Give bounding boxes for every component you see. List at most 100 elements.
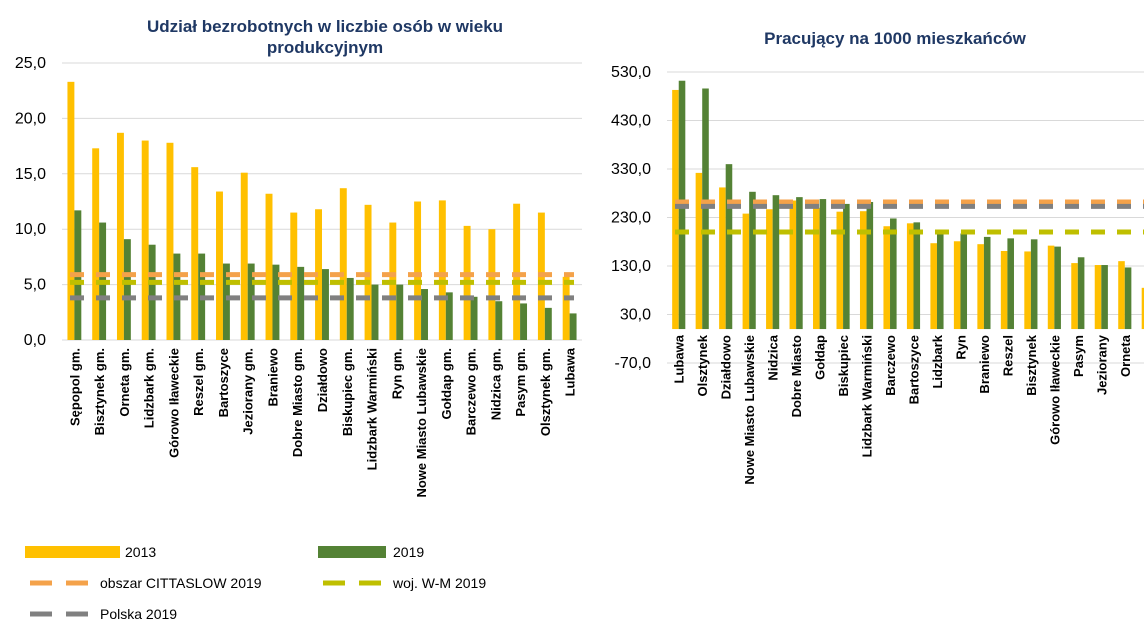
x-tick-label: Górowo Iławeckie xyxy=(1047,335,1062,445)
bar xyxy=(859,211,867,330)
y-tick-label: 10,0 xyxy=(15,221,46,238)
bar xyxy=(749,191,756,330)
bar xyxy=(520,303,528,340)
bar xyxy=(265,193,273,340)
bar xyxy=(562,276,570,340)
bar xyxy=(819,199,827,330)
bar xyxy=(116,132,124,340)
x-tick-label: Bartoszyce xyxy=(907,335,922,404)
bar xyxy=(544,307,552,340)
bar xyxy=(1007,238,1014,330)
bar xyxy=(166,142,174,340)
x-tick-label: Ryn xyxy=(953,335,968,360)
x-tick-label: Działdowo xyxy=(719,335,734,399)
bar xyxy=(796,197,803,330)
legend-label: obszar CITTASLOW 2019 xyxy=(100,575,262,591)
bar xyxy=(272,264,280,340)
x-tick-label: Działdowo xyxy=(315,348,330,412)
x-tick-label: Barczewo gm. xyxy=(464,348,479,435)
chart-title: Pracujący na 1000 mieszkańców xyxy=(764,29,1026,48)
bar xyxy=(1030,239,1038,330)
x-tick-label: Lubawa xyxy=(563,347,578,396)
bar xyxy=(742,213,750,330)
x-tick-label: Pasym gm. xyxy=(513,348,528,417)
bar xyxy=(695,172,703,330)
x-tick-label: Nowe Miasto Lubawskie xyxy=(742,335,757,485)
legend-label: 2019 xyxy=(393,544,424,560)
bar xyxy=(421,289,428,340)
bar xyxy=(953,241,961,330)
bar xyxy=(315,209,322,340)
bar xyxy=(1054,246,1061,330)
bar xyxy=(141,140,149,340)
legend-label: 2013 xyxy=(125,544,156,560)
x-tick-label: Bartoszyce xyxy=(216,348,231,417)
bar xyxy=(883,226,891,330)
bar xyxy=(297,266,305,340)
x-tick-label: Lidzbark gm. xyxy=(142,348,157,428)
y-tick-label: 430,0 xyxy=(611,113,651,130)
x-tick-label: Dobre Miasto xyxy=(789,335,804,417)
bar xyxy=(1141,287,1144,330)
bar xyxy=(445,292,453,340)
x-tick-label: Biskupiec xyxy=(836,335,851,396)
y-tick-label: -70,0 xyxy=(615,355,652,372)
bar xyxy=(371,284,379,340)
x-tick-label: Pasym xyxy=(1071,335,1086,377)
x-tick-label: Dobre Miasto gm. xyxy=(290,348,305,457)
legend-label: woj. W-M 2019 xyxy=(392,575,486,591)
bar xyxy=(569,313,577,340)
bar xyxy=(191,167,199,340)
bar xyxy=(247,263,255,340)
bar xyxy=(1101,265,1108,330)
bar xyxy=(843,203,850,330)
y-tick-label: 20,0 xyxy=(15,110,46,127)
x-tick-label: Reszel gm. xyxy=(191,348,206,416)
y-tick-label: 0,0 xyxy=(24,332,46,349)
bar xyxy=(414,201,422,340)
bar xyxy=(339,188,347,340)
x-tick-label: Jeziorany gm. xyxy=(241,348,256,435)
x-tick-label: Bisztynek xyxy=(1024,334,1039,395)
y-tick-label: 530,0 xyxy=(611,64,651,81)
x-tick-label: Orneta xyxy=(1118,334,1133,377)
bar xyxy=(983,236,991,330)
chart-title: Udział bezrobotnych w liczbie osób w wie… xyxy=(146,17,504,57)
bar xyxy=(960,233,968,330)
bar xyxy=(1077,257,1085,330)
bar xyxy=(936,232,944,330)
bar xyxy=(930,243,937,330)
bar xyxy=(67,81,75,340)
x-tick-label: Braniewo xyxy=(977,335,992,394)
bar xyxy=(1118,261,1125,330)
bar xyxy=(977,244,984,330)
bar xyxy=(470,296,478,340)
bar xyxy=(890,218,897,330)
x-tick-label: Sępopol xyxy=(1141,335,1144,386)
y-tick-label: 330,0 xyxy=(611,161,651,178)
bar xyxy=(438,200,446,340)
bar xyxy=(1071,263,1078,330)
y-tick-label: 30,0 xyxy=(620,307,651,324)
x-tick-label: Jeziorany xyxy=(1094,334,1109,395)
x-tick-label: Nowe Miasto Lubawskie xyxy=(414,348,429,498)
bar xyxy=(836,211,844,330)
bar xyxy=(222,263,230,340)
bar xyxy=(866,201,874,330)
y-tick-label: 130,0 xyxy=(611,258,651,275)
x-tick-label: Lidzbark Warmiński xyxy=(860,335,875,457)
x-tick-label: Nidzica gm. xyxy=(488,348,503,420)
legend-label: Polska 2019 xyxy=(100,606,177,622)
y-tick-label: 25,0 xyxy=(15,55,46,72)
x-tick-label: Gołdap gm. xyxy=(439,348,454,420)
x-tick-label: Lubawa xyxy=(672,334,687,383)
x-tick-label: Barczewo xyxy=(883,335,898,396)
x-tick-label: Lidzbark xyxy=(930,334,945,388)
legend-swatch xyxy=(25,546,120,558)
x-tick-label: Biskupiec gm. xyxy=(340,348,355,436)
bar xyxy=(813,207,820,330)
x-tick-label: Ryn gm. xyxy=(389,348,404,399)
bar xyxy=(772,195,780,330)
